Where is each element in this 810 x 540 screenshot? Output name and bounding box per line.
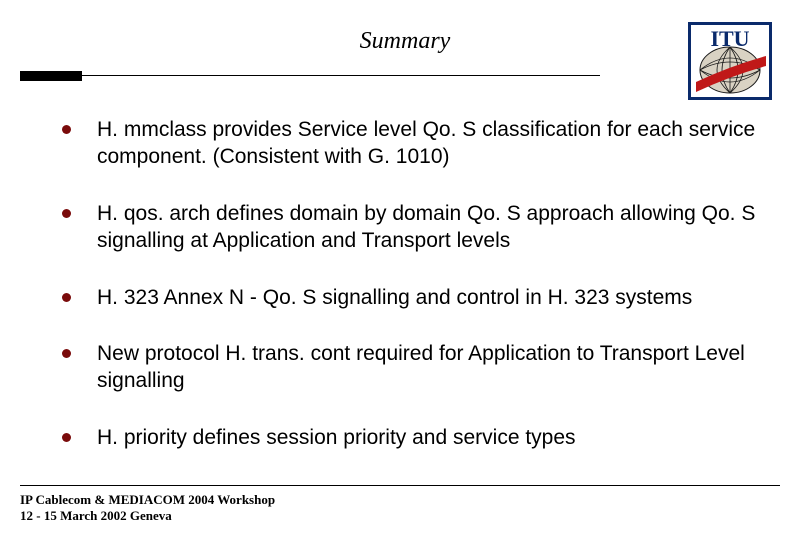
- rule-block: [20, 71, 82, 81]
- list-item: New protocol H. trans. cont required for…: [62, 341, 764, 395]
- rule-line: [20, 75, 600, 76]
- bullet-list: H. mmclass provides Service level Qo. S …: [0, 117, 810, 452]
- footer-line-1: IP Cablecom & MEDIACOM 2004 Workshop: [20, 492, 275, 508]
- bullet-dot-icon: [62, 433, 71, 442]
- footer-rule: [20, 485, 780, 486]
- footer-line-2: 12 - 15 March 2002 Geneva: [20, 508, 275, 524]
- bullet-dot-icon: [62, 209, 71, 218]
- bullet-text: H. priority defines session priority and…: [97, 425, 576, 452]
- footer: IP Cablecom & MEDIACOM 2004 Workshop 12 …: [20, 492, 275, 525]
- bullet-dot-icon: [62, 349, 71, 358]
- list-item: H. priority defines session priority and…: [62, 425, 764, 452]
- itu-logo-icon: ITU: [688, 22, 772, 100]
- itu-logo: ITU: [688, 22, 772, 100]
- svg-text:ITU: ITU: [710, 26, 749, 51]
- bullet-dot-icon: [62, 125, 71, 134]
- list-item: H. mmclass provides Service level Qo. S …: [62, 117, 764, 171]
- bullet-text: New protocol H. trans. cont required for…: [97, 341, 764, 395]
- bullet-text: H. 323 Annex N - Qo. S signalling and co…: [97, 285, 692, 312]
- bullet-text: H. qos. arch defines domain by domain Qo…: [97, 201, 764, 255]
- list-item: H. 323 Annex N - Qo. S signalling and co…: [62, 285, 764, 312]
- list-item: H. qos. arch defines domain by domain Qo…: [62, 201, 764, 255]
- slide: Summary ITU H. mmclass provides Service …: [0, 0, 810, 540]
- bullet-text: H. mmclass provides Service level Qo. S …: [97, 117, 764, 171]
- bullet-dot-icon: [62, 293, 71, 302]
